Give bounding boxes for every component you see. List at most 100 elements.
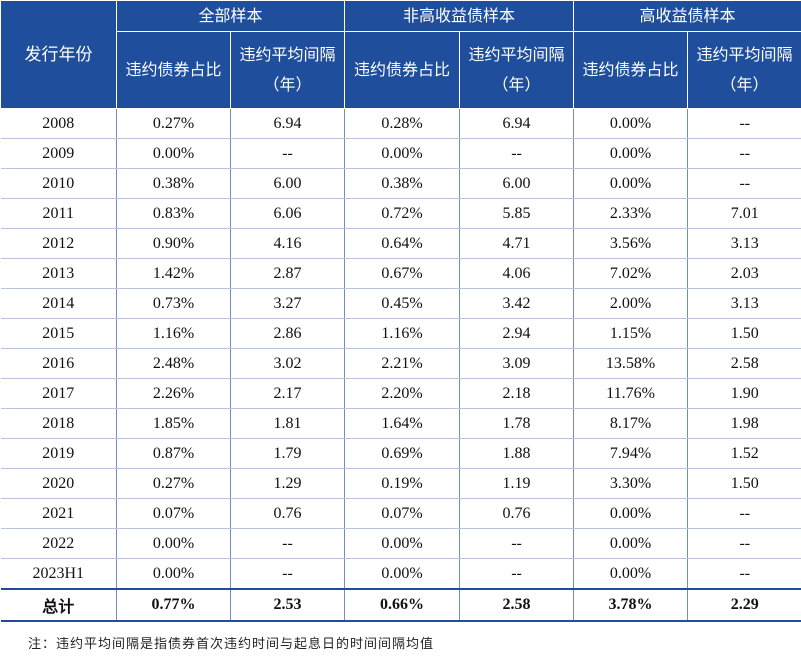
cell-hy-avg-interval: 1.98: [687, 408, 801, 439]
cell-all-avg-interval: 1.79: [230, 438, 346, 469]
cell-all-default-ratio: 1.85%: [116, 408, 231, 439]
table-row: 2017 2.26% 2.17 2.20% 2.18 11.76% 1.90: [0, 378, 801, 409]
subheader-nonhy-avg-interval: 违约平均间隔（年）: [459, 31, 575, 109]
table-row: 2016 2.48% 3.02 2.21% 3.09 13.58% 2.58: [0, 348, 801, 379]
cell-hy-avg-interval: 1.52: [687, 438, 801, 469]
table-row: 2013 1.42% 2.87 0.67% 4.06 7.02% 2.03: [0, 258, 801, 289]
cell-all-avg-interval: 6.94: [230, 108, 346, 139]
group-header-all-sample: 全部样本: [115, 0, 346, 32]
subheader-hy-default-ratio: 违约债券占比: [573, 31, 689, 109]
cell-hy-default-ratio: 2.33%: [573, 198, 689, 229]
cell-hy-default-ratio: 0.00%: [573, 168, 689, 199]
cell-hy-avg-interval: 1.90: [687, 378, 801, 409]
cell-hy-avg-interval: --: [687, 138, 801, 169]
cell-nonhy-default-ratio: 0.07%: [344, 498, 461, 529]
cell-nonhy-default-ratio: 0.00%: [344, 138, 461, 169]
cell-hy-avg-interval: 2.58: [687, 348, 801, 379]
cell-hy-avg-interval: --: [687, 498, 801, 529]
table-row: 2015 1.16% 2.86 1.16% 2.94 1.15% 1.50: [0, 318, 801, 349]
cell-hy-avg-interval: --: [687, 168, 801, 199]
cell-year: 2017: [0, 378, 117, 409]
cell-hy-avg-interval: 3.13: [687, 288, 801, 319]
cell-nonhy-default-ratio: 0.45%: [344, 288, 461, 319]
table-row: 2012 0.90% 4.16 0.64% 4.71 3.56% 3.13: [0, 228, 801, 259]
subheader-nonhy-default-ratio: 违约债券占比: [344, 31, 461, 109]
cell-all-default-ratio: 2.48%: [116, 348, 231, 379]
table-row: 2009 0.00% -- 0.00% -- 0.00% --: [0, 138, 801, 169]
table-row: 2018 1.85% 1.81 1.64% 1.78 8.17% 1.98: [0, 408, 801, 439]
cell-all-avg-interval: 3.02: [230, 348, 346, 379]
cell-year: 2012: [0, 228, 117, 259]
subheader-all-avg-interval: 违约平均间隔（年）: [229, 31, 346, 109]
cell-hy-default-ratio: 0.00%: [573, 138, 689, 169]
total-nonhy-default-ratio: 0.66%: [344, 588, 461, 622]
cell-all-default-ratio: 0.27%: [116, 468, 231, 499]
table-row: 2020 0.27% 1.29 0.19% 1.19 3.30% 1.50: [0, 468, 801, 499]
cell-nonhy-avg-interval: 1.19: [459, 468, 575, 499]
table-row: 2014 0.73% 3.27 0.45% 3.42 2.00% 3.13: [0, 288, 801, 319]
cell-all-avg-interval: 3.27: [230, 288, 346, 319]
table-row: 2010 0.38% 6.00 0.38% 6.00 0.00% --: [0, 168, 801, 199]
cell-hy-avg-interval: --: [687, 108, 801, 139]
cell-all-avg-interval: 4.16: [230, 228, 346, 259]
cell-all-avg-interval: 1.29: [230, 468, 346, 499]
cell-hy-default-ratio: 3.56%: [573, 228, 689, 259]
cell-hy-default-ratio: 11.76%: [573, 378, 689, 409]
cell-year: 2010: [0, 168, 117, 199]
cell-all-default-ratio: 0.00%: [116, 138, 231, 169]
group-header-high-yield: 高收益债样本: [573, 0, 801, 32]
cell-year: 2023H1: [0, 558, 117, 590]
cell-nonhy-default-ratio: 0.64%: [344, 228, 461, 259]
cell-year: 2018: [0, 408, 117, 439]
cell-nonhy-default-ratio: 2.21%: [344, 348, 461, 379]
cell-hy-default-ratio: 13.58%: [573, 348, 689, 379]
cell-hy-avg-interval: 1.50: [687, 468, 801, 499]
cell-nonhy-avg-interval: 4.71: [459, 228, 575, 259]
total-all-avg-interval: 2.53: [230, 588, 346, 622]
table-row: 2011 0.83% 6.06 0.72% 5.85 2.33% 7.01: [0, 198, 801, 229]
total-hy-avg-interval: 2.29: [687, 588, 801, 622]
cell-nonhy-avg-interval: 6.94: [459, 108, 575, 139]
cell-all-default-ratio: 0.87%: [116, 438, 231, 469]
cell-nonhy-avg-interval: --: [459, 138, 575, 169]
group-header-non-high-yield: 非高收益债样本: [344, 0, 575, 32]
cell-nonhy-avg-interval: 2.18: [459, 378, 575, 409]
cell-nonhy-default-ratio: 0.69%: [344, 438, 461, 469]
cell-hy-avg-interval: --: [687, 528, 801, 559]
total-all-default-ratio: 0.77%: [116, 588, 231, 622]
cell-nonhy-default-ratio: 0.72%: [344, 198, 461, 229]
cell-nonhy-avg-interval: 5.85: [459, 198, 575, 229]
cell-hy-default-ratio: 3.30%: [573, 468, 689, 499]
cell-hy-default-ratio: 7.94%: [573, 438, 689, 469]
cell-all-default-ratio: 2.26%: [116, 378, 231, 409]
cell-hy-default-ratio: 8.17%: [573, 408, 689, 439]
cell-hy-default-ratio: 0.00%: [573, 528, 689, 559]
cell-hy-default-ratio: 0.00%: [573, 558, 689, 590]
cell-nonhy-avg-interval: 0.76: [459, 498, 575, 529]
cell-year: 2019: [0, 438, 117, 469]
cell-all-avg-interval: 2.86: [230, 318, 346, 349]
cell-hy-default-ratio: 1.15%: [573, 318, 689, 349]
cell-all-avg-interval: 0.76: [230, 498, 346, 529]
cell-nonhy-default-ratio: 0.00%: [344, 558, 461, 590]
table-row: 2019 0.87% 1.79 0.69% 1.88 7.94% 1.52: [0, 438, 801, 469]
table-row: 2023H1 0.00% -- 0.00% -- 0.00% --: [0, 558, 801, 590]
cell-all-avg-interval: --: [230, 558, 346, 590]
cell-nonhy-default-ratio: 1.64%: [344, 408, 461, 439]
cell-year: 2015: [0, 318, 117, 349]
cell-hy-avg-interval: 7.01: [687, 198, 801, 229]
cell-hy-default-ratio: 2.00%: [573, 288, 689, 319]
cell-all-default-ratio: 0.83%: [116, 198, 231, 229]
cell-year: 2014: [0, 288, 117, 319]
total-hy-default-ratio: 3.78%: [573, 588, 689, 622]
cell-nonhy-avg-interval: 3.42: [459, 288, 575, 319]
cell-hy-default-ratio: 0.00%: [573, 498, 689, 529]
cell-year: 2013: [0, 258, 117, 289]
table-row: 2022 0.00% -- 0.00% -- 0.00% --: [0, 528, 801, 559]
subheader-all-default-ratio: 违约债券占比: [116, 31, 231, 109]
cell-all-avg-interval: 6.00: [230, 168, 346, 199]
cell-all-default-ratio: 0.07%: [116, 498, 231, 529]
cell-all-avg-interval: --: [230, 528, 346, 559]
cell-nonhy-avg-interval: 3.09: [459, 348, 575, 379]
cell-year: 2022: [0, 528, 117, 559]
